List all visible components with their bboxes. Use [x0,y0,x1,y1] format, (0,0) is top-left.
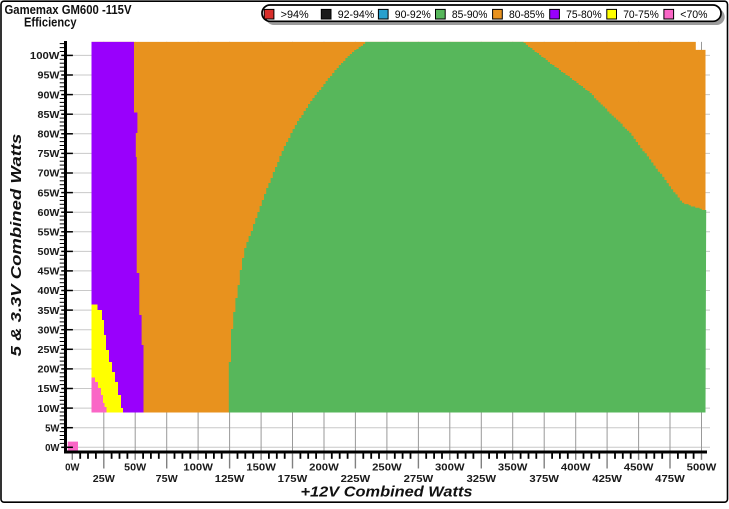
svg-text:60W: 60W [38,207,60,219]
svg-text:20W: 20W [38,364,60,376]
svg-text:225W: 225W [341,473,371,485]
svg-text:85W: 85W [38,109,60,121]
svg-text:425W: 425W [592,473,622,485]
svg-text:75W: 75W [38,148,60,160]
svg-text:25W: 25W [93,473,115,485]
svg-text:75W: 75W [156,473,178,485]
svg-text:0W: 0W [65,461,79,473]
svg-text:15W: 15W [38,383,60,395]
svg-text:70-75%: 70-75% [623,9,659,21]
svg-text:45W: 45W [38,266,60,278]
svg-text:250W: 250W [372,461,402,473]
svg-text:70W: 70W [38,168,60,180]
svg-text:30W: 30W [38,324,60,336]
svg-text:10W: 10W [38,403,60,415]
svg-text:+12V Combined Watts: +12V Combined Watts [301,485,473,501]
svg-text:125W: 125W [215,473,245,485]
svg-text:90W: 90W [38,89,60,101]
svg-text:50W: 50W [38,246,60,258]
svg-text:100W: 100W [30,50,60,62]
svg-text:475W: 475W [655,473,685,485]
svg-text:>94%: >94% [281,9,309,21]
svg-text:500W: 500W [687,461,717,473]
svg-text:5W: 5W [45,422,59,434]
svg-text:275W: 275W [404,473,434,485]
svg-text:65W: 65W [38,187,60,199]
svg-text:100W: 100W [183,461,213,473]
svg-text:80W: 80W [38,129,60,141]
svg-text:35W: 35W [38,305,60,317]
svg-text:55W: 55W [38,227,60,239]
svg-text:50W: 50W [124,461,146,473]
svg-text:95W: 95W [38,70,60,82]
svg-text:40W: 40W [38,285,60,297]
svg-text:325W: 325W [467,473,497,485]
svg-text:85-90%: 85-90% [452,9,488,21]
svg-text:0W: 0W [45,442,59,454]
svg-text:25W: 25W [38,344,60,356]
svg-text:375W: 375W [529,473,559,485]
svg-text:Efficiency: Efficiency [24,15,77,30]
svg-text:<70%: <70% [680,9,707,21]
svg-text:80-85%: 80-85% [509,9,545,21]
svg-text:92-94%: 92-94% [338,9,375,21]
svg-text:200W: 200W [309,461,339,473]
svg-text:175W: 175W [278,473,308,485]
svg-text:90-92%: 90-92% [395,9,431,21]
svg-text:400W: 400W [561,461,591,473]
svg-text:75-80%: 75-80% [566,9,602,21]
svg-text:150W: 150W [246,461,276,473]
svg-text:300W: 300W [435,461,465,473]
svg-text:Gamemax GM600 -115V: Gamemax GM600 -115V [5,2,132,17]
svg-text:5 & 3.3V Combined Watts: 5 & 3.3V Combined Watts [8,134,25,357]
svg-text:450W: 450W [624,461,654,473]
svg-text:350W: 350W [498,461,528,473]
